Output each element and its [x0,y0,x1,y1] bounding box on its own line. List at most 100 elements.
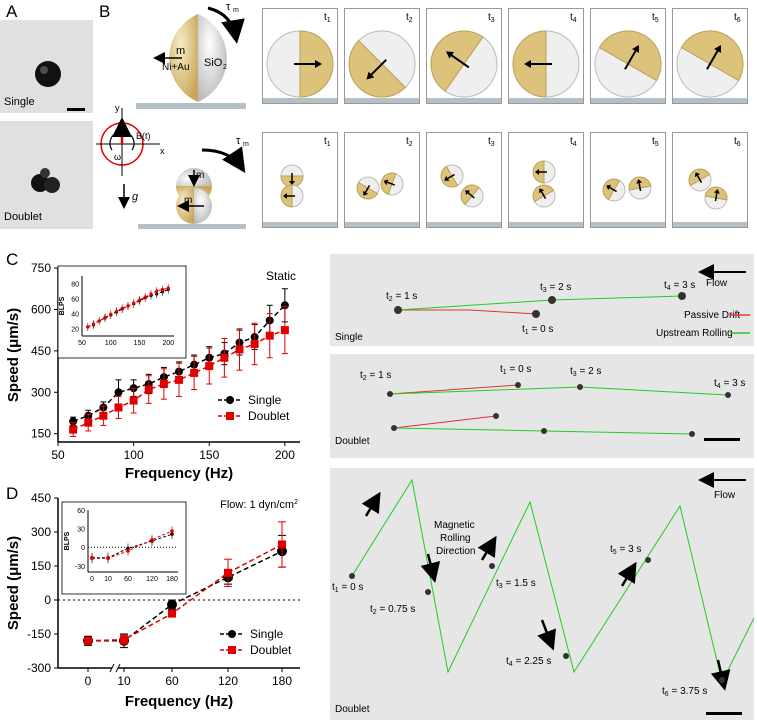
frame-time-label: t4 [570,136,577,148]
d-axis-break-2 [115,663,121,673]
panel-a-single-image: Single [0,20,93,113]
moment-head [445,51,455,59]
e-single-label: Single [335,332,363,343]
e-single-image [330,254,754,346]
moment-head [694,172,701,178]
e-doublet-particle-d [725,392,731,398]
tau-sub-top: m [233,7,239,14]
f-particle-4 [563,653,569,659]
moment-head [535,169,539,175]
c-y-tick-label: 150 [31,427,51,441]
frame-surface [591,222,665,227]
torque-arrow-top [207,6,245,44]
panel-letter-a: A [6,2,18,21]
c-point-doublet [220,353,229,362]
e-passive-label: Passive Drift [684,310,740,321]
d-x-tick-label: 60 [165,674,179,688]
doublet-sphere-1 [532,160,556,184]
c-point-doublet [175,375,183,384]
e-doublet-particle-g [541,428,547,434]
c-point-doublet [114,403,123,412]
e-single-t4: t4 = 3 s [664,280,695,292]
frame-time-label: t1 [324,12,331,24]
gold-half [430,30,484,92]
c-series-line-doublet [72,329,286,431]
frame-surface [509,98,583,103]
frame-particle [266,30,334,98]
c-inset-x-tick: 200 [162,340,174,347]
janus-right-sub: 2 [223,64,227,71]
frame-particle [594,30,662,98]
doublet-frame-2: t2 [344,132,420,228]
janus-right-label: SiO [204,57,223,69]
c-point-doublet [235,345,244,354]
doublet-sphere-2 [628,176,652,200]
single-frame-3: t3 [426,8,502,104]
d-point-single [167,599,177,610]
e-single-particle-t4 [678,292,686,300]
c-y-tick-label: 450 [31,344,51,358]
doublet-sphere-1 [440,164,464,188]
moment-line [624,47,638,70]
doublet-label: Doublet [4,211,42,223]
d-annotation: Flow: 1 dyn/cm2 [220,499,298,511]
f-magnetic-2: Rolling [440,533,471,544]
frame-surface [591,98,665,103]
e-single-t3: t3 = 2 s [540,282,571,294]
f-particle-1 [349,573,355,579]
c-x-tick-label: 100 [124,448,144,462]
silica-half [266,30,301,98]
doublet-sphere-1 [280,164,304,188]
d-inset-y-tick: 30 [77,527,85,534]
doublet-m-top: m [196,170,204,181]
d-inset-ylabel: BLPS [64,531,71,550]
f-t2: t2 = 0.75 s [370,604,415,616]
silica-half [387,173,404,196]
c-inset-point [137,298,142,302]
single-label: Single [4,96,35,108]
f-doublet-label: Doublet [335,704,370,715]
d-inset-point [170,529,174,533]
frame-time-label: t3 [488,12,495,24]
e-single-particle-t1 [532,310,540,318]
e-doublet-particle-c [577,384,583,390]
silica-half [545,30,580,98]
e-doublet-particle-a [387,391,393,397]
c-inset-x-tick: 100 [105,340,117,347]
f-flow-label: Flow [714,490,736,501]
d-point-doublet [84,636,92,645]
c-inset-y-tick: 80 [71,282,79,289]
tau-label-top: τ [226,1,231,13]
f-arrow-3 [477,535,497,561]
gold-half [380,172,397,195]
panel-b-schematic: m Ni+Au SiO 2 τ m y x B(t) ω g m m τ m [96,1,249,229]
f-t6: t6 = 3.75 s [662,686,707,698]
moment-line [608,186,617,193]
c-point-doublet [250,339,259,348]
moment-head [713,189,720,194]
d-x-tick-label: 10 [117,674,131,688]
c-inset-y-tick: 20 [71,327,79,334]
c-point-single [69,417,78,426]
c-inset-point [97,319,101,323]
d-inset-y-tick: -30 [75,564,85,571]
moment-line [706,47,720,70]
frame-time-label: t4 [570,12,577,24]
d-point-doublet [168,609,176,618]
tau-sub-bottom: m [243,141,249,148]
single-frame-4: t4 [508,8,584,104]
surface-bottom [138,224,246,229]
frame-border [426,132,502,228]
e-doublet-t1: t1 = 0 s [500,364,531,376]
d-inset-point [106,556,110,561]
d-inset-line [92,533,173,559]
c-point-doublet [280,326,289,335]
moment-line [696,174,703,183]
panel-letter-d: D [6,484,19,503]
c-legend-marker [226,412,234,420]
e-doublet-t4: t4 = 3 s [714,378,745,390]
e-doublet-particle-b [515,382,521,388]
gravity-label: g [132,191,139,203]
silica-half [444,36,498,98]
frame-surface [673,98,747,103]
